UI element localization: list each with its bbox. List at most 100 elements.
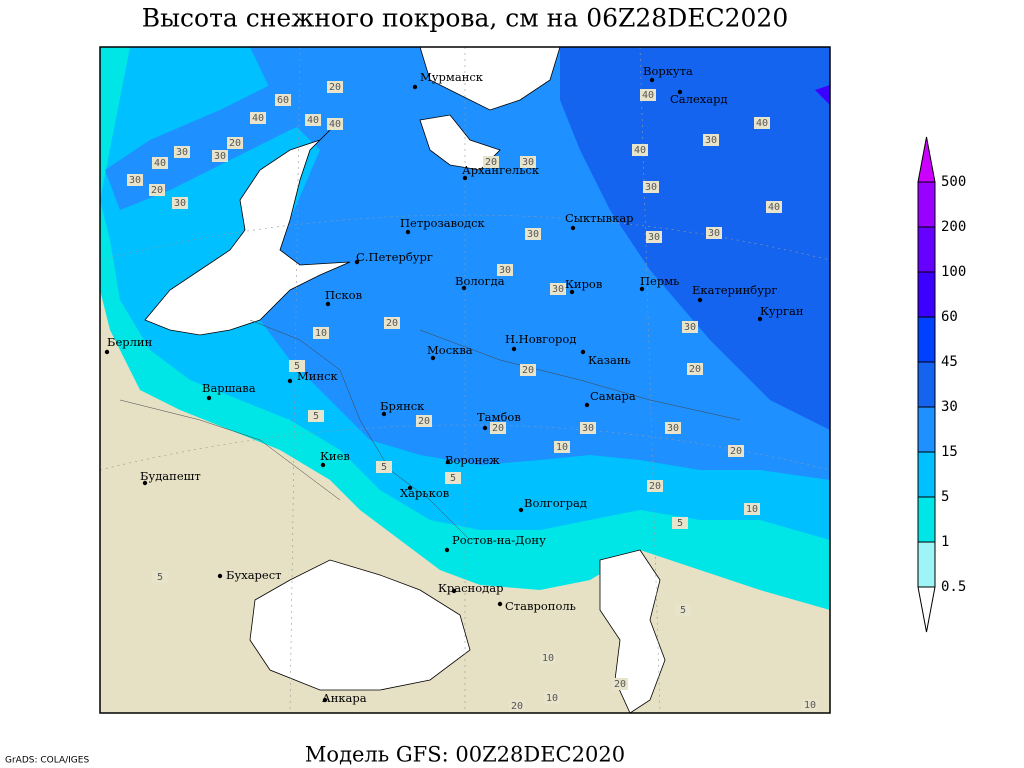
contour-label: 20: [229, 138, 241, 149]
contour-label-bg: [744, 503, 760, 515]
city-label: Воркута: [643, 64, 693, 78]
city-dot: [320, 462, 326, 468]
contour-label: 10: [542, 653, 554, 664]
city-label: Харьков: [400, 486, 449, 500]
city-dot: [639, 286, 645, 292]
city-label: Волгоград: [524, 496, 587, 510]
city-dot: [461, 285, 467, 291]
city-label: Берлин: [107, 335, 153, 349]
colorbar-label: 30: [941, 399, 958, 415]
city-label: Москва: [427, 343, 473, 357]
city-dot: [217, 573, 223, 579]
city-label: Н.Новгород: [505, 332, 576, 346]
contour-label-bg: [520, 156, 536, 168]
city-dot: [354, 259, 360, 265]
colorbar-label: 0.5: [941, 579, 966, 595]
contour-label-bg: [227, 137, 243, 149]
contour-label: 10: [315, 328, 327, 339]
contour-label: 5: [294, 361, 300, 372]
contour-label: 20: [511, 701, 523, 712]
contour-label: 20: [329, 82, 341, 93]
contour-label: 30: [708, 228, 720, 239]
contour-label-bg: [754, 117, 770, 129]
contour-label-bg: [703, 134, 719, 146]
contour-label-bg: [490, 422, 506, 434]
contour-label: 5: [450, 473, 456, 484]
contour-label-bg: [766, 201, 782, 213]
contour-label-bg: [152, 571, 168, 583]
contour-label: 40: [634, 145, 646, 156]
city-label: Курган: [760, 304, 804, 318]
contour-label-bg: [525, 228, 541, 240]
city-label: Ставрополь: [505, 599, 576, 613]
contour-label: 5: [157, 572, 163, 583]
contour-label: 40: [768, 202, 780, 213]
city-label: Киев: [320, 449, 350, 463]
city-label: С.Петербург: [356, 250, 433, 264]
city-dot: [451, 588, 457, 594]
city-label: Вологда: [455, 274, 505, 288]
colorbar-label: 200: [941, 219, 966, 235]
city-dot: [322, 697, 328, 703]
city-dot: [511, 346, 517, 352]
contour-label-bg: [174, 146, 190, 158]
colorbar-label: 60: [941, 309, 958, 325]
contour-label-bg: [643, 181, 659, 193]
contour-label: 30: [648, 232, 660, 243]
city-dot: [142, 480, 148, 486]
city-dot: [206, 395, 212, 401]
city-dot: [430, 355, 436, 361]
city-label: Минск: [297, 369, 339, 383]
city-label: Пермь: [640, 274, 679, 288]
credit: GrADS: COLA/IGES: [5, 756, 89, 766]
contour-label: 30: [684, 322, 696, 333]
contour-label-bg: [665, 422, 681, 434]
contour-label-bg: [305, 114, 321, 126]
contour-label-bg: [540, 652, 556, 664]
city-dot: [482, 425, 488, 431]
contour-label: 5: [680, 605, 686, 616]
city-dot: [104, 349, 110, 355]
contour-label-bg: [554, 441, 570, 453]
contour-label-bg: [580, 422, 596, 434]
city-label: Псков: [325, 288, 362, 302]
contour-label-bg: [416, 415, 432, 427]
graticule: [100, 47, 830, 713]
contour-label: 20: [614, 679, 626, 690]
city-label: Краснодар: [438, 581, 503, 595]
footer-model: Модель GFS: 00Z28DEC2020: [305, 743, 625, 767]
contour-label: 20: [485, 157, 497, 168]
contour-label: 30: [582, 423, 594, 434]
colorbar-label: 15: [941, 444, 958, 460]
contour-label: 60: [277, 95, 289, 106]
sea-black: [249, 559, 471, 691]
contour-label: 20: [522, 365, 534, 376]
contour-label-bg: [647, 480, 663, 492]
contour-label-bg: [152, 157, 168, 169]
city-dot: [757, 316, 763, 322]
city-label: Киров: [565, 277, 602, 291]
contour-label-bg: [212, 150, 228, 162]
city-dot: [569, 289, 575, 295]
contour-label-bg: [308, 410, 324, 422]
contour-label-bg: [612, 678, 628, 690]
contour-label-bg: [544, 692, 560, 704]
colorbar-label: 5: [941, 489, 949, 505]
city-label: Ростов-на-Дону: [452, 533, 546, 547]
contour-label: 20: [689, 364, 701, 375]
city-dot: [445, 459, 451, 465]
contour-label-bg: [646, 231, 662, 243]
contour-label-bg: [289, 360, 305, 372]
sea-caspian: [599, 549, 666, 713]
city-dot: [570, 225, 576, 231]
colorbar-box: [917, 406, 936, 453]
city-dot: [405, 229, 411, 235]
contour-label: 30: [499, 265, 511, 276]
city-dot: [580, 349, 586, 355]
contour-label-bg: [250, 112, 266, 124]
contour-label: 5: [677, 518, 683, 529]
city-dot: [497, 601, 503, 607]
contour-label: 30: [129, 175, 141, 186]
